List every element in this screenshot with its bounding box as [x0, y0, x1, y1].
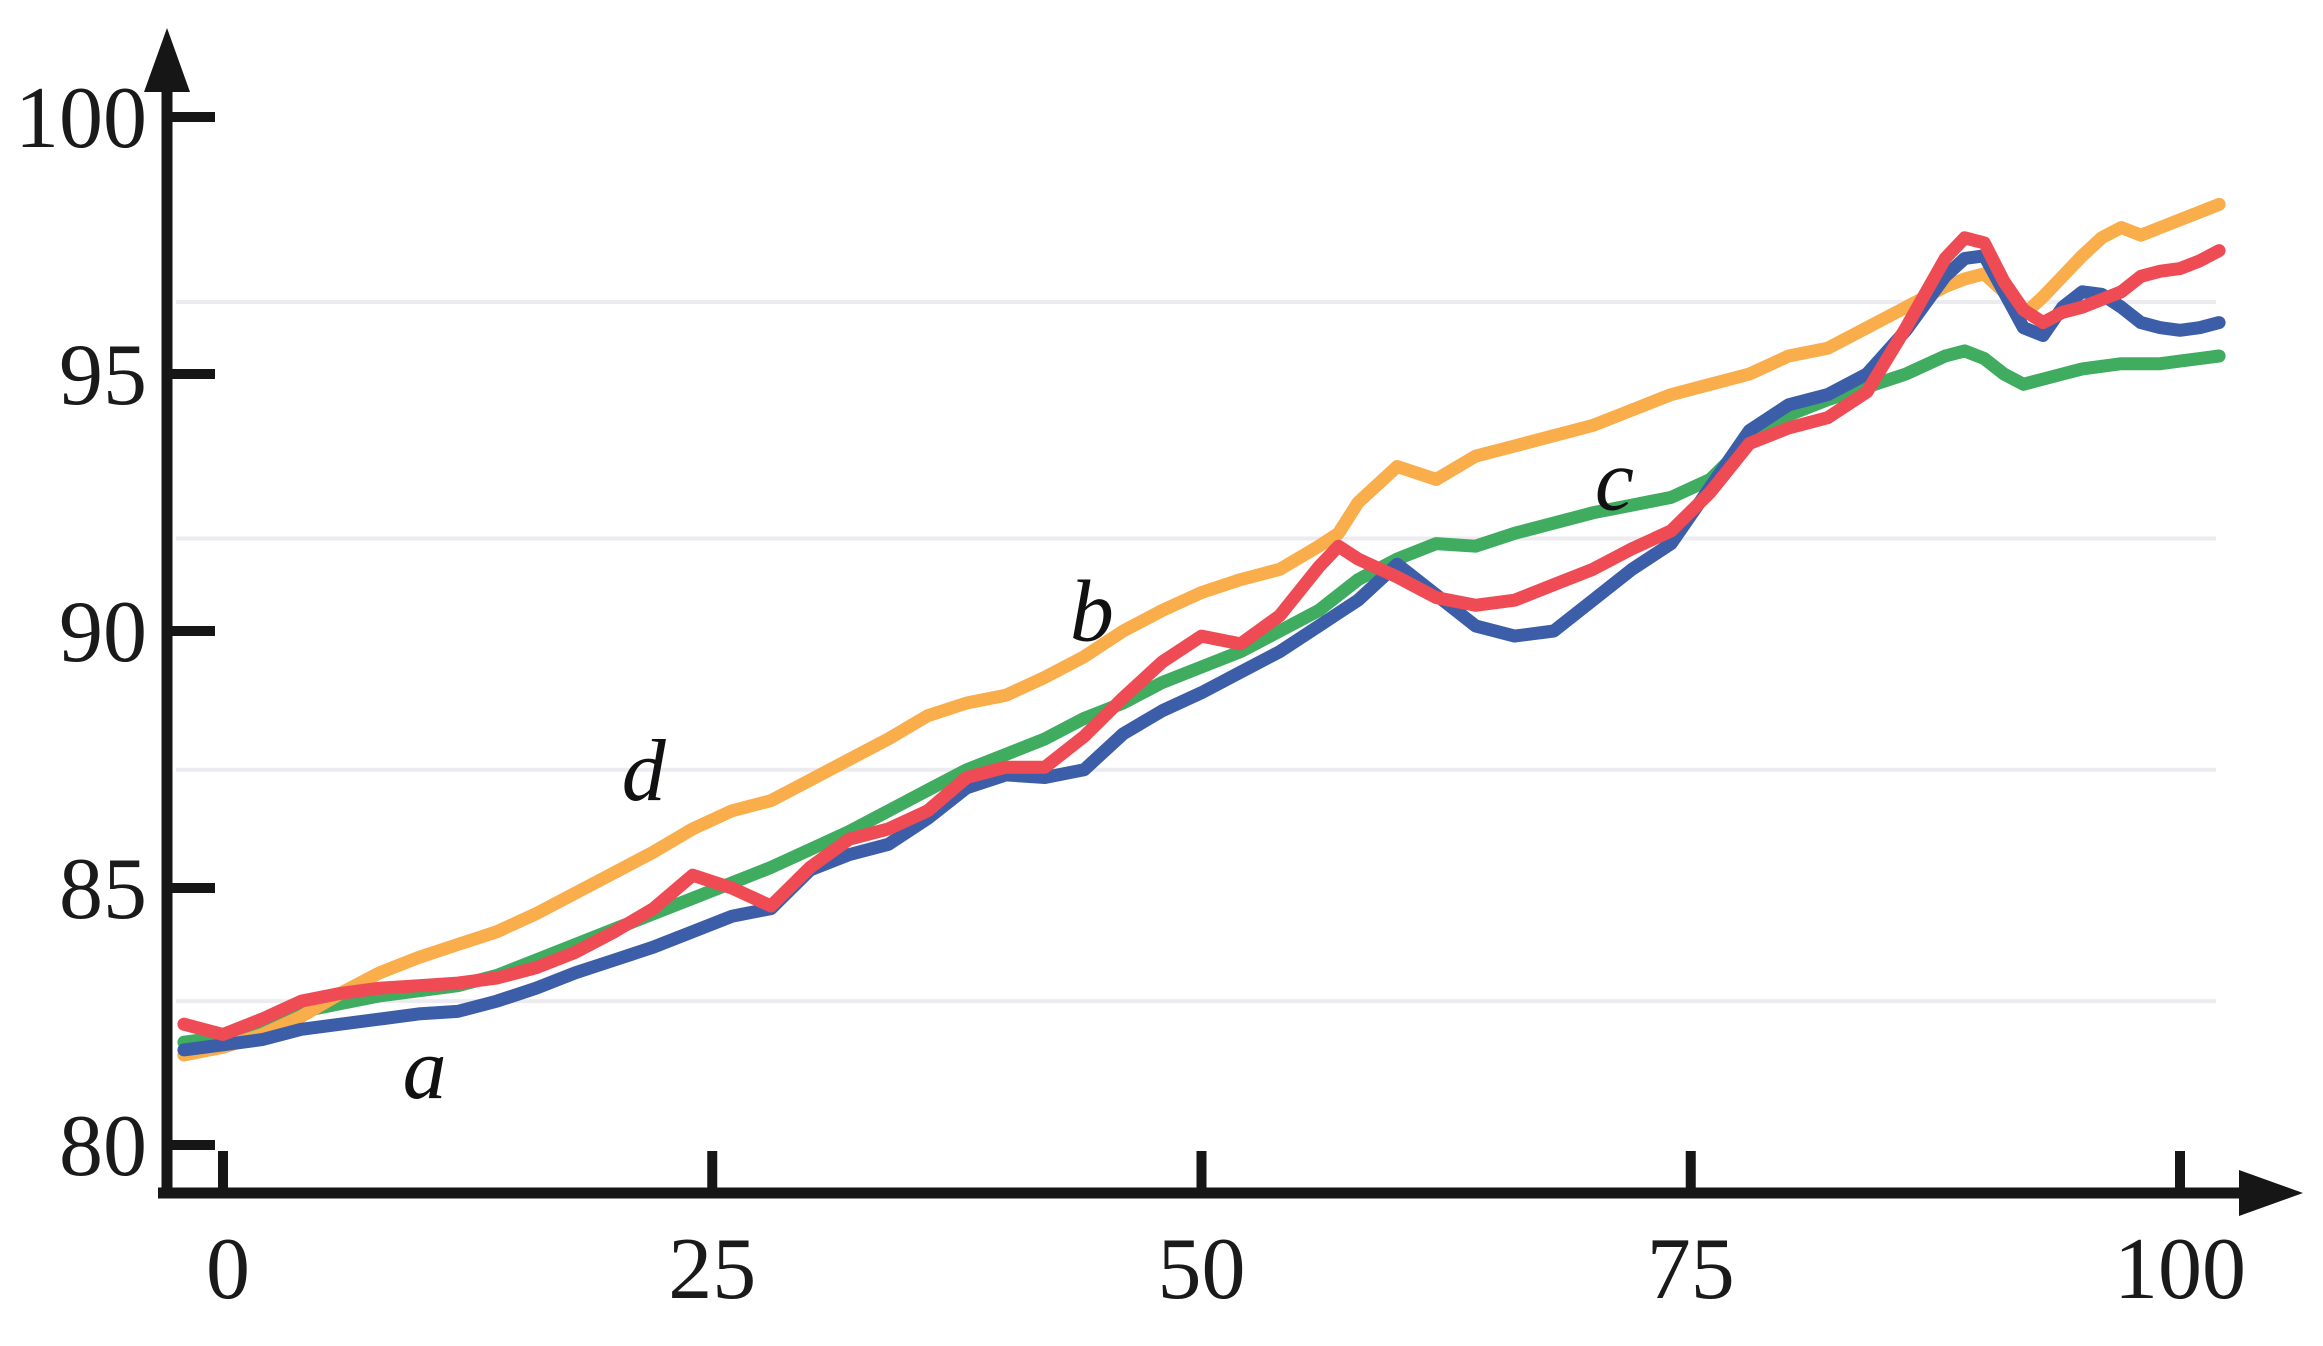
y-tick-label: 90: [59, 584, 147, 681]
x-tick-label: 100: [2114, 1221, 2246, 1318]
y-axis-arrow-icon: [144, 28, 190, 92]
x-tick-label: 0: [206, 1221, 250, 1318]
x-tick-label: 25: [668, 1221, 756, 1318]
series-c-line: [177, 344, 2226, 1049]
y-tick-label: 100: [15, 70, 147, 167]
y-tick-label: 80: [59, 1098, 147, 1195]
series-label-b: b: [1070, 563, 1114, 660]
series-label-d: d: [622, 723, 667, 820]
series-a-line: [177, 249, 2226, 1057]
series-label-a: a: [403, 1021, 447, 1118]
y-tick-label: 85: [59, 841, 147, 938]
series-label-c: c: [1595, 432, 1634, 529]
x-tick-label: 75: [1647, 1221, 1735, 1318]
series-b-line: [177, 231, 2226, 1041]
x-axis-arrow-icon: [2239, 1170, 2303, 1216]
x-tick-label: 50: [1158, 1221, 1246, 1318]
y-tick-label: 95: [59, 327, 147, 424]
